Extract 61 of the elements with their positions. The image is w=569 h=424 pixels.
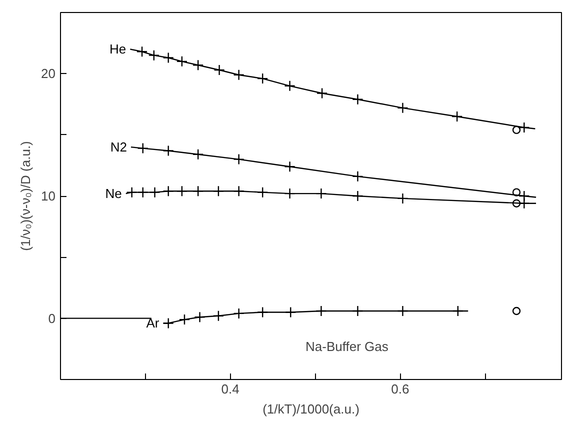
point [352, 94, 364, 105]
point [518, 122, 530, 134]
point [192, 186, 204, 197]
point [284, 80, 296, 92]
point [233, 186, 244, 197]
point [137, 142, 148, 154]
annotation: Na-Buffer Gas [306, 339, 389, 354]
point [512, 188, 521, 196]
point [452, 305, 464, 317]
point [136, 46, 148, 58]
series-label: Ar [146, 316, 160, 331]
series-label: Ne [105, 186, 122, 202]
point [284, 188, 296, 200]
point [512, 306, 521, 316]
point [352, 305, 364, 317]
point [316, 88, 328, 99]
point [192, 148, 204, 160]
point [162, 318, 174, 329]
point [233, 154, 244, 165]
point [162, 186, 174, 197]
series-label: He [110, 42, 126, 57]
point [233, 69, 244, 80]
y-tick-label: 10 [41, 188, 56, 204]
point [212, 310, 224, 322]
point [194, 312, 206, 323]
point [397, 305, 408, 317]
point [162, 52, 174, 64]
x-tick-label: 0.4 [221, 382, 240, 396]
point [212, 186, 224, 197]
point [192, 60, 204, 71]
point [316, 305, 327, 317]
y-axis-title: (1/ν₀)(ν-ν₀)/D (a.u.) [18, 141, 34, 251]
point [137, 186, 148, 198]
point [176, 186, 188, 197]
point [257, 186, 268, 198]
point [397, 102, 408, 114]
point [176, 56, 188, 68]
point [451, 110, 463, 122]
point [518, 198, 530, 209]
point [352, 190, 364, 202]
point [284, 161, 296, 172]
point [126, 186, 138, 198]
point [512, 126, 521, 134]
y-tick-label: 20 [41, 66, 56, 82]
point [162, 145, 174, 156]
point [148, 50, 160, 61]
point [397, 192, 408, 204]
x-axis-title: (1/kT)/1000(a.u.) [262, 402, 360, 416]
point [257, 72, 268, 84]
series-label: N2 [110, 140, 127, 155]
y-tick-label: 0 [48, 310, 56, 326]
point [316, 188, 327, 200]
point [352, 170, 364, 182]
point [214, 64, 225, 76]
point [178, 314, 190, 326]
point [149, 186, 160, 198]
point [285, 306, 296, 318]
point [512, 199, 521, 208]
point [233, 308, 244, 320]
point [257, 306, 268, 318]
x-tick-label: 0.6 [391, 382, 410, 396]
